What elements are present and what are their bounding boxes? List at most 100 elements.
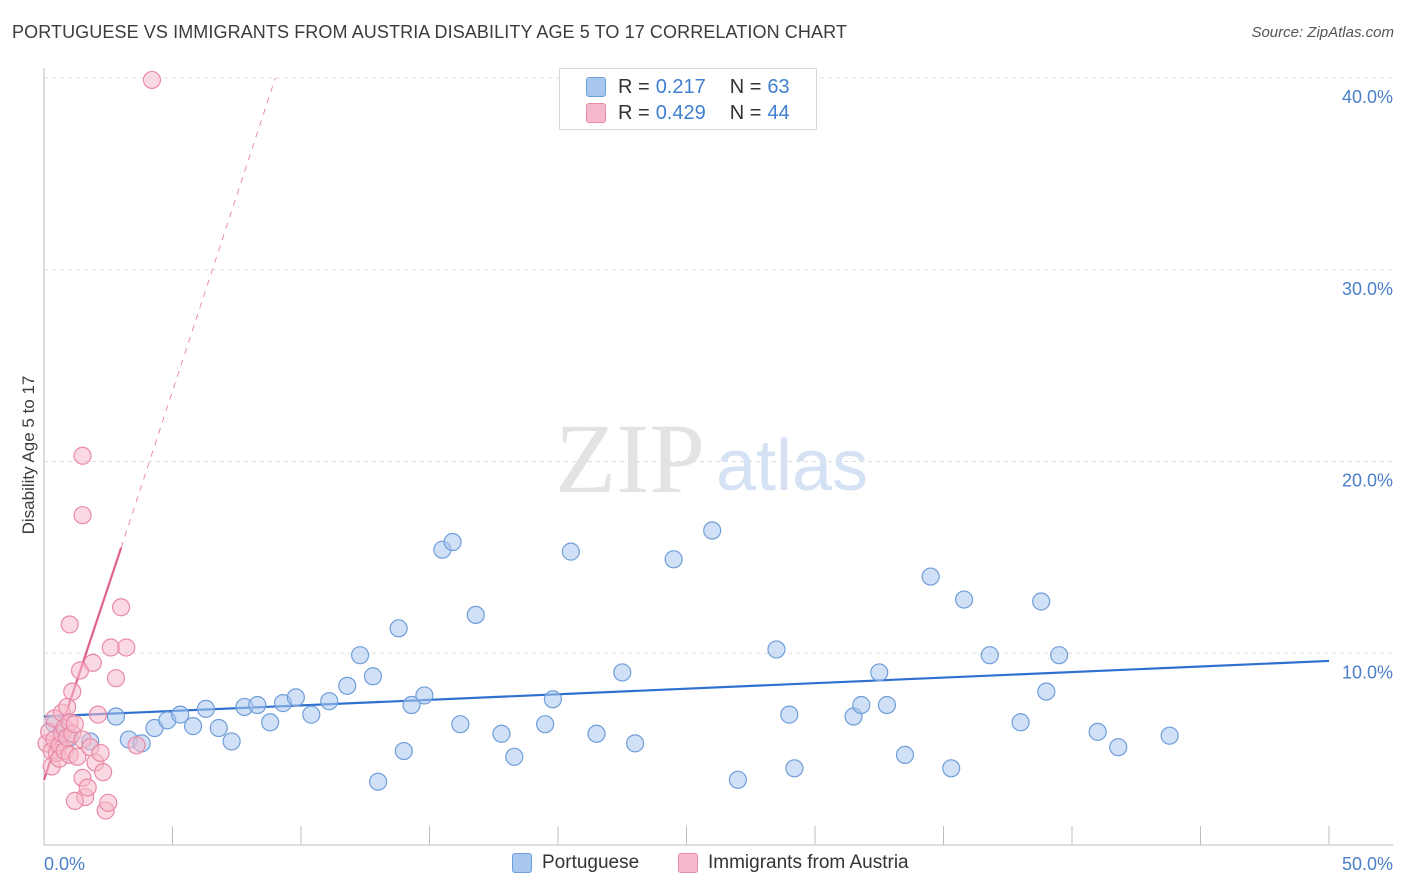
point-portuguese-42 (703, 521, 722, 540)
point-portuguese-25 (389, 619, 408, 638)
point-austria-37 (117, 638, 136, 657)
point-portuguese-60 (1088, 722, 1107, 741)
source-label: Source: ZipAtlas.com (1251, 24, 1394, 41)
watermark: ZIP atlas (555, 403, 868, 514)
point-portuguese-37 (561, 542, 580, 561)
legend-swatch-pink (586, 103, 606, 123)
point-austria-40 (73, 506, 92, 525)
legend-r-label: R = (618, 75, 650, 98)
point-austria-38 (127, 736, 146, 755)
point-portuguese-45 (780, 705, 799, 724)
point-portuguese-28 (415, 686, 434, 705)
point-austria-33 (99, 793, 118, 812)
chart-title: PORTUGUESE VS IMMIGRANTS FROM AUSTRIA DI… (12, 22, 847, 42)
point-portuguese-36 (543, 690, 562, 709)
point-portuguese-40 (625, 734, 645, 753)
point-portuguese-32 (466, 605, 485, 625)
legend-swatch-blue (512, 853, 532, 873)
point-portuguese-56 (1011, 713, 1030, 732)
point-portuguese-19 (302, 705, 321, 724)
point-portuguese-4 (106, 707, 126, 726)
point-portuguese-51 (895, 745, 915, 764)
point-portuguese-48 (852, 695, 871, 715)
legend-label-austria: Immigrants from Austria (708, 852, 909, 873)
legend-n-label: N = (729, 101, 762, 124)
y-tick-label-20: 20.0% (1342, 471, 1393, 491)
point-portuguese-39 (613, 663, 632, 682)
point-austria-18 (63, 682, 82, 701)
point-portuguese-55 (980, 646, 999, 665)
legend-r-value: 0.429 (655, 101, 706, 124)
legend-n-value: 44 (767, 101, 790, 124)
point-portuguese-21 (338, 676, 357, 695)
legend-item-austria[interactable]: Immigrants from Austria (678, 852, 909, 874)
point-portuguese-15 (248, 695, 267, 715)
y-tick-label-40: 40.0% (1342, 87, 1393, 107)
legend-item-portuguese[interactable]: Portuguese (512, 852, 639, 874)
point-portuguese-49 (870, 663, 889, 682)
point-portuguese-18 (286, 688, 305, 707)
point-portuguese-62 (1160, 726, 1179, 745)
point-portuguese-10 (183, 717, 203, 736)
point-portuguese-57 (1032, 592, 1051, 611)
point-austria-36 (111, 598, 131, 617)
legend-swatch-blue (586, 77, 606, 97)
point-austria-30 (91, 743, 110, 763)
point-portuguese-11 (196, 699, 216, 718)
legend-n-value: 63 (767, 75, 790, 98)
stats-legend: R = 0.217 N = 63 R = 0.429 N = 44 (559, 68, 817, 130)
point-portuguese-43 (728, 770, 748, 789)
legend-row-portuguese: R = 0.217 N = 63 (586, 75, 790, 99)
point-portuguese-16 (261, 713, 280, 732)
point-portuguese-52 (921, 567, 940, 586)
point-portuguese-31 (451, 715, 470, 734)
point-portuguese-30 (443, 532, 462, 552)
point-austria-27 (83, 653, 102, 672)
point-austria-29 (88, 705, 108, 724)
series-legend: Portuguese Immigrants from Austria (0, 852, 1406, 878)
point-austria-39 (60, 615, 79, 634)
y-tick-label-30: 30.0% (1342, 279, 1393, 299)
point-portuguese-46 (785, 759, 804, 778)
legend-row-austria: R = 0.429 N = 44 (586, 101, 790, 125)
point-portuguese-54 (954, 590, 974, 609)
point-portuguese-23 (363, 667, 383, 686)
point-austria-34 (101, 638, 120, 657)
x-tick-label-min: 0.0% (44, 854, 85, 874)
y-axis-label: Disability Age 5 to 17 (19, 376, 38, 535)
watermark-zip: ZIP (555, 403, 705, 514)
point-portuguese-24 (369, 772, 388, 791)
grid-layer (44, 77, 1393, 654)
point-austria-41 (73, 446, 92, 465)
trend-extension-austria (120, 77, 276, 548)
point-austria-35 (106, 669, 126, 688)
point-austria-19 (65, 715, 84, 734)
point-portuguese-61 (1109, 738, 1128, 757)
point-austria-13 (58, 697, 77, 717)
point-portuguese-9 (171, 705, 190, 724)
point-portuguese-35 (536, 715, 555, 734)
point-austria-25 (78, 778, 97, 797)
point-portuguese-22 (351, 646, 370, 665)
point-portuguese-33 (492, 724, 511, 743)
point-portuguese-38 (587, 724, 606, 743)
point-austria-31 (94, 763, 113, 782)
point-portuguese-58 (1037, 682, 1056, 701)
watermark-atlas: atlas (716, 426, 868, 506)
point-austria-43 (142, 70, 162, 90)
point-portuguese-44 (767, 640, 786, 659)
point-austria-20 (68, 747, 87, 766)
x-tick-label-max: 50.0% (1342, 854, 1393, 874)
y-tick-label-10: 10.0% (1342, 662, 1393, 682)
point-portuguese-12 (209, 718, 228, 738)
point-portuguese-41 (664, 550, 683, 569)
point-portuguese-13 (222, 732, 241, 751)
legend-n-label: N = (729, 75, 762, 98)
point-portuguese-27 (402, 695, 421, 715)
legend-r-value: 0.217 (655, 75, 706, 98)
point-portuguese-26 (394, 741, 413, 761)
point-portuguese-20 (320, 692, 339, 711)
point-portuguese-59 (1050, 646, 1069, 665)
legend-label-portuguese: Portuguese (542, 852, 640, 873)
